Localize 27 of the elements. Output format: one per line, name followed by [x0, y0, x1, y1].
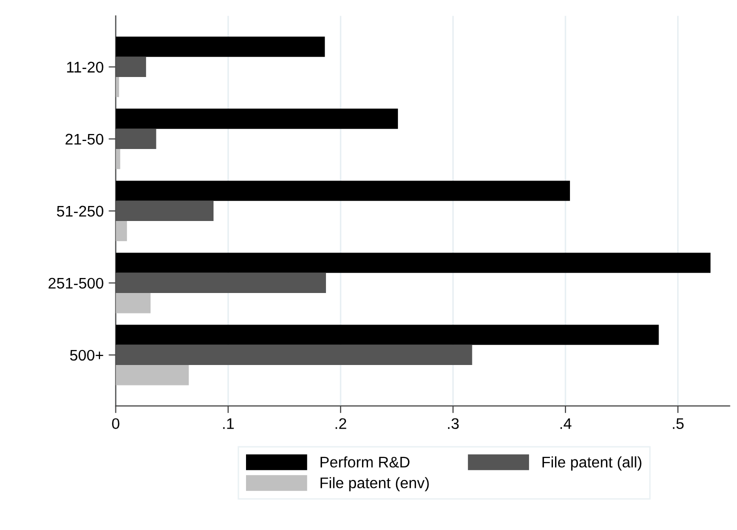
bar — [116, 36, 325, 57]
legend-label: File patent (all) — [542, 456, 642, 471]
y-tick-label: 11-20 — [67, 62, 104, 73]
bar — [116, 252, 711, 273]
bar — [116, 108, 398, 129]
x-tick-label: 0 — [112, 418, 120, 430]
legend-label: File patent (env) — [320, 477, 429, 492]
y-tick-label: 51-250 — [56, 206, 104, 217]
y-tick-label: 21-50 — [66, 134, 104, 145]
x-tick-label: .2 — [336, 418, 346, 429]
y-tick-label: 251-500 — [48, 278, 104, 289]
bar — [116, 180, 570, 201]
x-tick-label: .5 — [672, 418, 684, 430]
bar — [116, 365, 189, 386]
bar — [116, 200, 214, 222]
legend-label: Perform R&D — [320, 456, 410, 468]
y-tick-label: 500+ — [70, 350, 104, 361]
x-tick-label: .1 — [223, 418, 234, 429]
x-tick-label: .3 — [448, 418, 459, 430]
x-tick-label: .4 — [560, 418, 572, 429]
bar — [116, 56, 146, 77]
bar — [116, 324, 659, 345]
bar — [116, 128, 156, 150]
bar — [116, 293, 151, 314]
bar — [116, 344, 472, 366]
bar — [116, 272, 326, 294]
bar — [116, 221, 127, 242]
